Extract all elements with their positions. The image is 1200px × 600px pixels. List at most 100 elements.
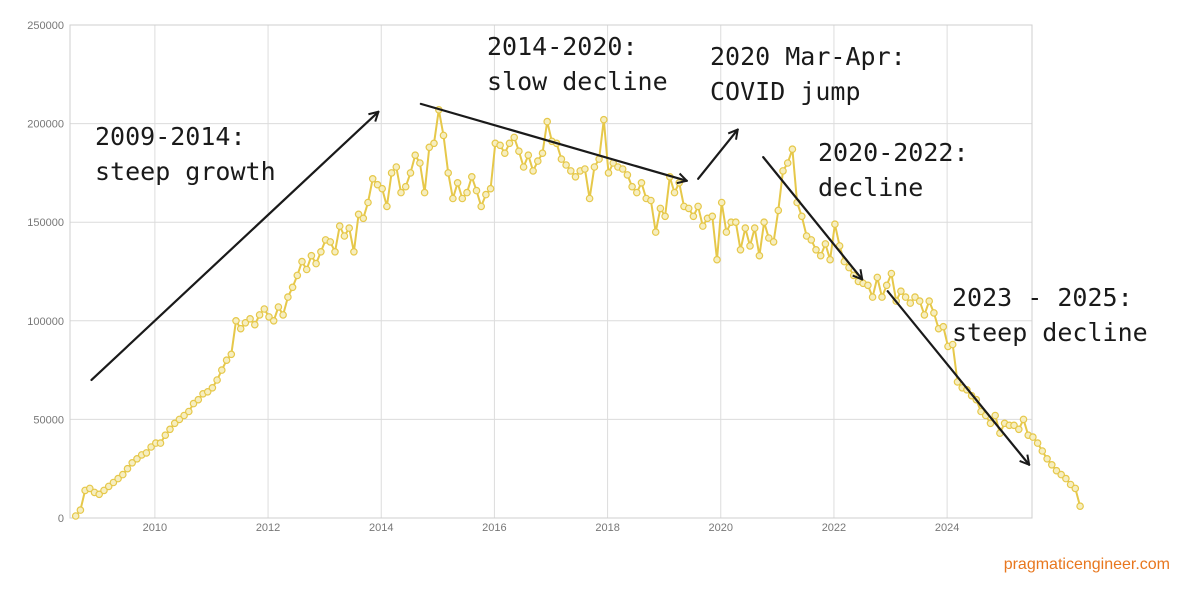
data-point — [104, 482, 113, 491]
data-point — [467, 173, 476, 181]
data-point — [628, 182, 636, 191]
data-point — [722, 228, 731, 236]
data-point — [260, 305, 269, 313]
y-axis-ticks: 0 50000 100000 150000 200000 250000 — [27, 20, 64, 525]
data-point — [194, 395, 203, 404]
data-point — [496, 141, 504, 150]
annotation-label: 2020 Mar-Apr: — [710, 42, 906, 71]
data-point — [463, 188, 471, 197]
data-point — [232, 316, 240, 325]
data-point — [364, 198, 372, 207]
data-point — [647, 196, 655, 205]
data-point — [1062, 474, 1070, 483]
x-tick-label: 2012 — [256, 522, 280, 534]
data-point — [1014, 425, 1023, 434]
annotation-label: COVID jump — [710, 77, 861, 106]
data-point — [939, 322, 948, 331]
data-point — [185, 407, 193, 416]
data-point — [288, 283, 297, 292]
data-point — [1057, 470, 1066, 479]
data-point — [156, 439, 165, 447]
data-point — [675, 179, 684, 187]
annotations: 2009-2014: steep growth 2014-2020: slow dec… — [90, 32, 1148, 466]
data-point — [802, 232, 811, 240]
data-point — [623, 171, 632, 179]
data-point — [411, 151, 420, 160]
data-point — [76, 506, 85, 514]
annotation-arrow — [90, 110, 380, 382]
data-point — [392, 163, 401, 171]
data-point — [566, 167, 575, 175]
data-point — [1038, 447, 1047, 455]
data-point — [783, 159, 792, 167]
data-point — [519, 163, 528, 171]
data-point — [354, 210, 363, 219]
data-point — [373, 180, 382, 189]
annotation-label: 2009-2014: — [95, 122, 246, 151]
data-point — [274, 303, 283, 311]
data-point — [882, 281, 891, 290]
data-point — [279, 311, 287, 319]
data-point — [764, 234, 773, 242]
credit-text: pragmaticengineer.com — [1003, 556, 1170, 573]
data-point — [562, 161, 570, 169]
data-point — [95, 490, 104, 499]
data-point — [166, 425, 174, 434]
data-point — [236, 324, 245, 333]
data-point — [477, 202, 486, 211]
x-tick-label: 2016 — [482, 522, 506, 534]
data-point — [368, 175, 377, 183]
data-point — [387, 169, 396, 177]
data-point — [632, 188, 641, 197]
data-point — [302, 265, 311, 274]
data-point — [543, 117, 552, 126]
data-point — [449, 194, 457, 203]
data-point — [128, 458, 137, 467]
grid — [70, 24, 1032, 519]
data-point — [873, 273, 882, 282]
x-tick-label: 2010 — [143, 522, 167, 534]
data-point — [345, 224, 354, 232]
annotation-arrow — [886, 290, 1031, 466]
data-point — [920, 311, 929, 319]
x-tick-label: 2022 — [822, 522, 846, 534]
annotation-arrow — [419, 102, 688, 185]
data-point — [416, 159, 424, 167]
data-point — [538, 149, 547, 158]
data-point — [123, 464, 132, 473]
data-point — [326, 238, 335, 246]
data-point — [500, 149, 509, 158]
data-point — [401, 182, 410, 191]
data-point — [878, 293, 886, 301]
x-axis-ticks: 2010 2012 2014 2016 2018 2020 2022 2024 — [143, 522, 960, 534]
data-point — [769, 238, 778, 246]
data-point — [529, 167, 537, 175]
data-point — [161, 431, 170, 440]
y-tick-label: 0 — [58, 513, 64, 525]
data-point — [133, 454, 141, 463]
y-tick-label: 50000 — [33, 414, 64, 426]
annotation-label: 2023 - 2025: — [952, 283, 1133, 312]
annotation-label: steep growth — [95, 157, 276, 186]
data-point — [816, 251, 825, 260]
data-point — [142, 449, 151, 457]
data-point — [755, 251, 764, 260]
data-point — [269, 316, 278, 325]
data-point — [86, 484, 94, 493]
data-point — [453, 179, 462, 187]
data-point — [991, 411, 1000, 420]
data-point — [746, 242, 754, 250]
data-point — [713, 255, 721, 264]
data-point — [779, 167, 787, 175]
data-point — [533, 157, 542, 165]
data-point — [1052, 466, 1061, 475]
data-point — [147, 443, 155, 451]
data-point — [175, 415, 184, 424]
x-tick-label: 2020 — [709, 522, 733, 534]
data-point — [760, 218, 768, 227]
data-point — [482, 190, 490, 199]
data-point — [571, 173, 580, 181]
data-point — [331, 248, 339, 256]
data-point — [651, 228, 660, 236]
